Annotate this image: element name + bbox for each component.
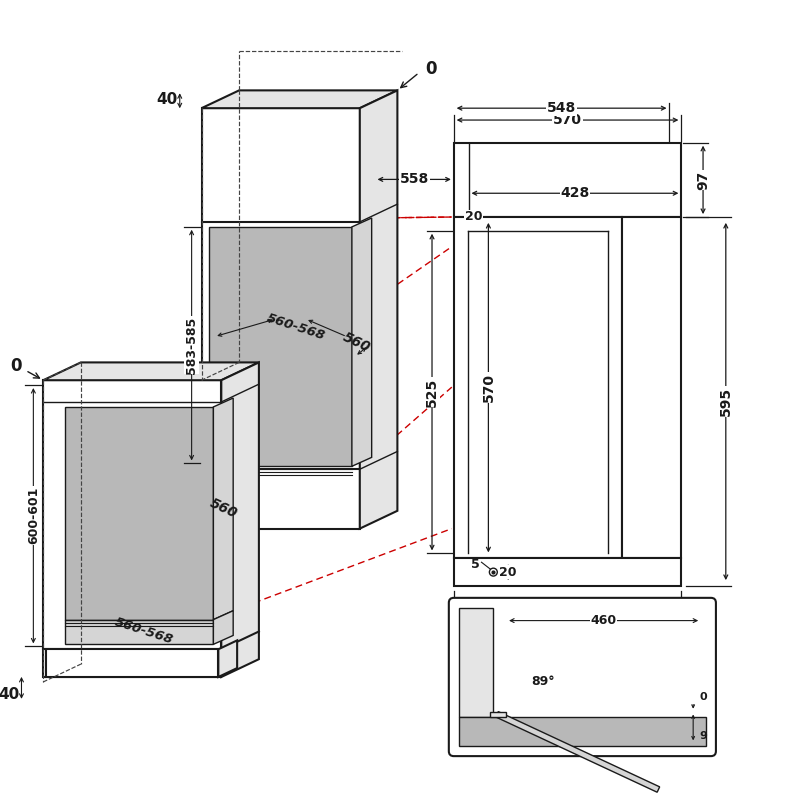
Polygon shape [222,362,259,677]
Text: 525: 525 [425,378,439,406]
Text: 9: 9 [699,731,707,742]
Polygon shape [218,640,237,677]
Polygon shape [458,717,706,746]
Polygon shape [490,712,506,717]
Text: 40: 40 [156,92,178,106]
Text: 570: 570 [553,113,582,127]
Text: 97: 97 [696,170,710,190]
Polygon shape [454,143,682,217]
Polygon shape [458,608,494,717]
Text: 595: 595 [553,597,582,610]
Text: 570: 570 [482,373,495,402]
Text: 428: 428 [560,186,590,200]
Polygon shape [202,90,398,108]
Text: 600-601: 600-601 [27,487,40,545]
Polygon shape [352,218,372,466]
Polygon shape [496,712,660,792]
Text: 595: 595 [719,387,733,416]
Polygon shape [210,227,352,466]
Polygon shape [622,217,682,558]
Text: 89°: 89° [531,675,554,689]
Text: 560-568: 560-568 [265,311,326,342]
Text: 583-585: 583-585 [185,317,198,374]
Polygon shape [43,362,259,380]
Polygon shape [454,217,622,558]
Polygon shape [454,558,682,586]
Polygon shape [202,108,360,529]
Polygon shape [65,620,214,644]
FancyBboxPatch shape [449,598,716,756]
Text: 560-568: 560-568 [113,616,175,647]
Polygon shape [43,380,222,677]
Polygon shape [214,398,233,620]
Text: 20: 20 [499,566,517,578]
Polygon shape [360,90,398,529]
Polygon shape [214,610,233,644]
Text: 20: 20 [465,210,482,223]
Text: 560: 560 [341,330,373,355]
Text: 560: 560 [207,496,239,522]
Text: 0: 0 [699,692,707,702]
Text: 548: 548 [547,101,576,115]
Text: 40: 40 [0,687,19,702]
Text: 0: 0 [10,358,22,375]
Text: 558: 558 [399,173,429,186]
Text: 460: 460 [590,614,617,627]
Text: 5: 5 [471,558,480,570]
Polygon shape [65,407,214,620]
Polygon shape [46,650,218,677]
Text: 0: 0 [425,60,437,78]
